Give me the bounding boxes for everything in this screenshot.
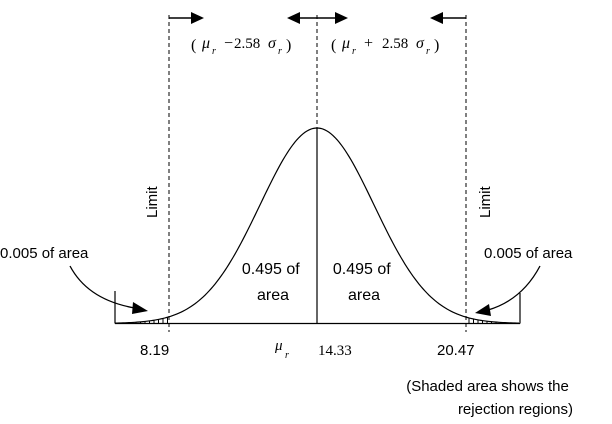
- upper-limit-value: 20.47: [437, 342, 475, 359]
- left-tail-label: 0.005 of area: [0, 245, 89, 262]
- upper-limit-label: Limit: [477, 185, 494, 218]
- left-rejection-region: [115, 316, 169, 324]
- left-tail-pointer: [69, 265, 148, 314]
- right-tail-pointer: [475, 265, 541, 316]
- rejection-note: (Shaded area shows the rejection regions…: [406, 378, 573, 418]
- mean-value: 14.33: [318, 343, 352, 359]
- lower-limit-formula: ( μ r − 2.58 σ r ): [191, 35, 291, 58]
- lower-limit-value: 8.19: [140, 342, 169, 359]
- left-limit-arrow: [169, 12, 204, 24]
- right-limit-arrow: [430, 12, 466, 24]
- upper-limit-formula: ( μ r + 2.58 σ r ): [331, 35, 439, 58]
- right-tail-label: 0.005 of area: [484, 245, 573, 262]
- right-center-area-label: 0.495 of area: [333, 261, 395, 304]
- left-hatch-fill: [115, 316, 169, 324]
- right-rejection-region: [466, 317, 520, 324]
- center-double-arrow: [287, 12, 348, 24]
- lower-limit-label: Limit: [144, 185, 161, 218]
- left-center-area-label: 0.495 of area: [242, 261, 304, 304]
- axis-mean-symbol: μ r: [274, 337, 289, 361]
- right-hatch-fill: [466, 317, 520, 324]
